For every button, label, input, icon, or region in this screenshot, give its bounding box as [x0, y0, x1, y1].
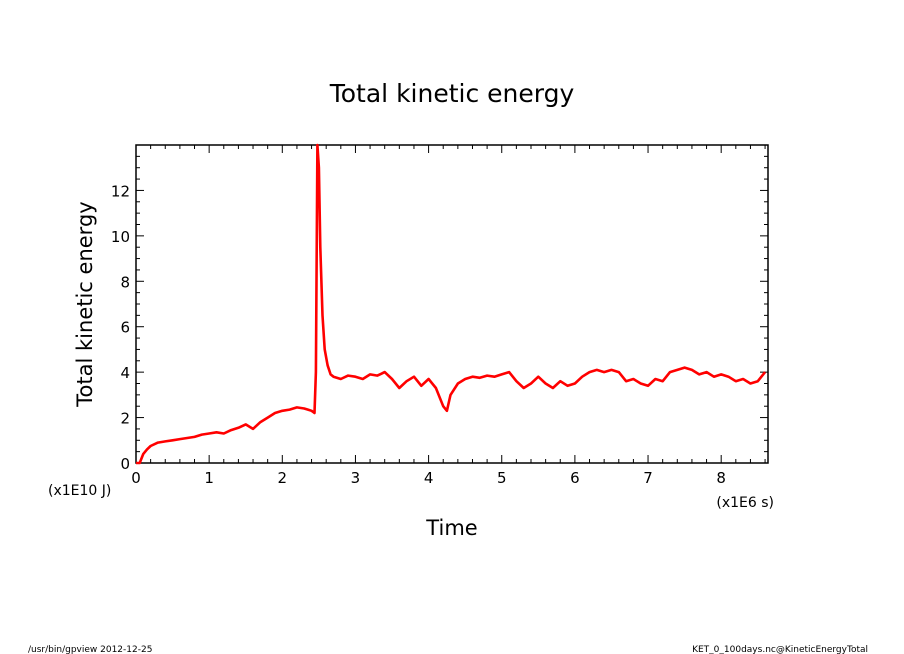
y-axis-label: Total kinetic energy [73, 201, 97, 407]
y-tick-label: 8 [120, 273, 130, 291]
x-tick-label: 8 [716, 469, 726, 487]
x-axis-ticks: 0 1 2 3 4 5 6 7 8 [131, 145, 766, 487]
y-tick-label: 6 [120, 319, 130, 337]
x-tick-label: 4 [424, 469, 434, 487]
y-axis-unit: (x1E10 J) [48, 483, 111, 499]
y-tick-label: 2 [120, 410, 130, 428]
y-tick-label: 0 [120, 455, 130, 473]
y-tick-label: 12 [111, 182, 130, 200]
x-tick-label: 5 [497, 469, 507, 487]
footer-right: KET_0_100days.nc@KineticEnergyTotal [692, 645, 868, 654]
x-tick-label: 7 [643, 469, 653, 487]
plot-frame [135, 144, 769, 464]
footer-left: /usr/bin/gpview 2012-12-25 [28, 645, 152, 654]
x-tick-label: 1 [204, 469, 214, 487]
y-axis-ticks: 0 2 4 6 8 10 12 [111, 155, 768, 473]
x-tick-label: 0 [131, 469, 141, 487]
y-tick-label: 10 [111, 228, 130, 246]
x-axis-unit: (x1E6 s) [716, 495, 774, 511]
x-tick-label: 3 [351, 469, 361, 487]
kinetic-energy-series-line [136, 143, 767, 465]
chart-title: Total kinetic energy [329, 79, 575, 108]
x-axis-label: Time [425, 516, 477, 540]
x-tick-label: 6 [570, 469, 580, 487]
y-tick-label: 4 [120, 364, 130, 382]
x-tick-label: 2 [278, 469, 288, 487]
